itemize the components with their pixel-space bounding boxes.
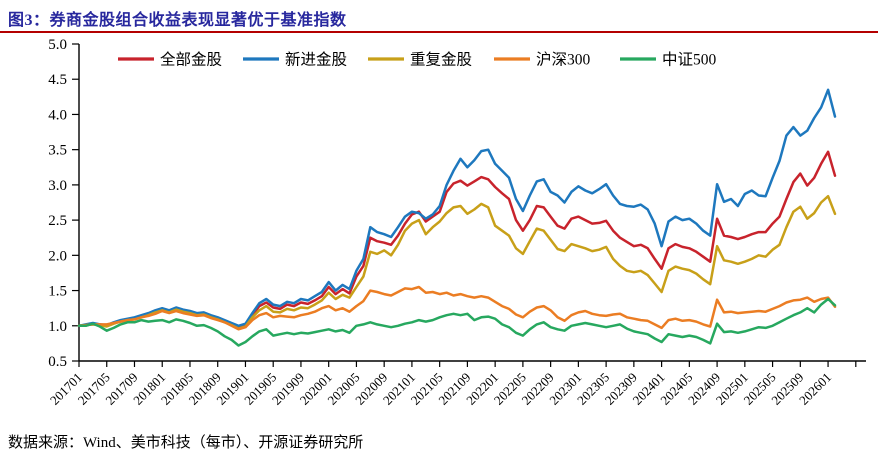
y-tick-label: 1.0 bbox=[48, 319, 67, 335]
legend-item-沪深300: 沪深300 bbox=[494, 51, 591, 69]
y-tick-label: 0.5 bbox=[48, 354, 67, 370]
line-chart-svg: 0.51.01.52.02.53.03.54.04.55.02017012017… bbox=[47, 37, 866, 408]
y-tick-label: 1.5 bbox=[48, 284, 67, 300]
legend-item-全部金股: 全部金股 bbox=[118, 51, 222, 69]
legend-label: 新进金股 bbox=[285, 51, 347, 69]
y-tick-label: 3.0 bbox=[48, 178, 67, 194]
y-tick-label: 2.5 bbox=[48, 213, 67, 229]
y-tick-label: 4.5 bbox=[48, 72, 67, 88]
source-note: 数据来源：Wind、美市科技（每市）、开源证券研究所 bbox=[8, 435, 364, 451]
chart-area: 0.5 1.0 1.5 2.0 2.5 3.0 3.5 4.0 4.5 5.0 201701 2017… bbox=[0, 33, 878, 425]
y-tick-label: 3.5 bbox=[48, 143, 67, 159]
series-line-中证500 bbox=[77, 297, 837, 347]
y-tick-label: 5.0 bbox=[48, 37, 67, 53]
x-tick-label: 202601 bbox=[796, 370, 834, 408]
series-line-新进金股 bbox=[77, 88, 837, 328]
figure-title: 图3：券商金股组合收益表现显著优于基准指数 bbox=[8, 12, 347, 29]
legend-item-新进金股: 新进金股 bbox=[243, 51, 347, 69]
y-tick-label: 2.0 bbox=[48, 248, 67, 264]
legend: 全部金股 新进金股 重复金股 沪深300 中证500 bbox=[118, 51, 717, 69]
legend-label: 沪深300 bbox=[536, 51, 591, 69]
series-line-沪深300 bbox=[77, 285, 837, 331]
legend-label: 重复金股 bbox=[410, 51, 472, 69]
legend-item-中证500: 中证500 bbox=[620, 51, 717, 69]
y-tick-label: 4.0 bbox=[48, 107, 67, 123]
series-lines bbox=[77, 88, 837, 347]
legend-label: 全部金股 bbox=[160, 51, 222, 69]
axes: 0.51.01.52.02.53.03.54.04.55.02017012017… bbox=[47, 37, 866, 408]
legend-item-重复金股: 重复金股 bbox=[368, 51, 472, 69]
figure-title-bar: 图3：券商金股组合收益表现显著优于基准指数 bbox=[0, 0, 878, 33]
series-line-全部金股 bbox=[77, 150, 837, 330]
legend-label: 中证500 bbox=[662, 51, 717, 69]
